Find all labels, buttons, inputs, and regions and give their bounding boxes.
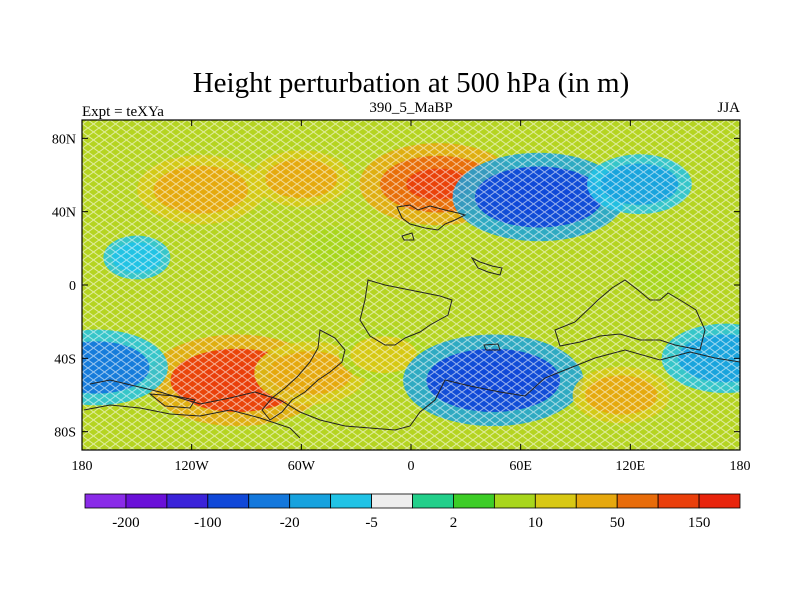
colorbar-box (371, 493, 413, 509)
colorbar-box (84, 493, 127, 509)
chart-title: Height perturbation at 500 hPa (in m) (193, 67, 630, 99)
coastline-south-america-tip (261, 329, 346, 421)
stipple-hatch (82, 120, 740, 450)
colorbar-box (534, 493, 577, 509)
x-tick-label: 60W (288, 459, 316, 474)
colorbar-box (289, 493, 332, 509)
coastline-north-africa-europe (396, 204, 467, 231)
colorbar-label: 2 (450, 515, 458, 531)
left-label: Expt = teXYa (82, 104, 164, 120)
coastline-arabia (470, 256, 503, 276)
colorbar-label: 150 (688, 515, 711, 531)
y-tick-label: 40S (54, 352, 76, 367)
colorbar-box (330, 493, 372, 509)
colorbar-label: -5 (365, 515, 378, 531)
coastline-west-africa (401, 232, 415, 241)
y-axis: 80N 40N 0 40S 80S (52, 132, 740, 441)
colorbar: -200 -100 -20 -5 2 10 50 150 (84, 493, 741, 531)
x-tick-label: 180 (730, 459, 751, 474)
colorbar-box (698, 493, 741, 509)
center-label: 390_5_MaBP (369, 100, 452, 116)
colorbar-label: -20 (280, 515, 300, 531)
y-tick-label: 40N (52, 206, 76, 221)
colorbar-box (207, 493, 250, 509)
colorbar-label: 10 (528, 515, 543, 531)
coastline-patch-southwest (148, 393, 196, 409)
y-tick-label: 80S (54, 426, 76, 441)
colorbar-label: -200 (112, 515, 140, 531)
colorbar-box (166, 493, 209, 509)
colorbar-box (575, 493, 618, 509)
colorbar-box (453, 493, 495, 509)
x-tick-label: 0 (408, 459, 415, 474)
colorbar-box (493, 493, 536, 509)
x-tick-label: 120E (616, 459, 646, 474)
y-tick-label: 80N (52, 132, 76, 147)
x-tick-label: 120W (175, 459, 210, 474)
x-tick-label: 60E (509, 459, 532, 474)
y-tick-label: 0 (69, 279, 76, 294)
colorbar-box (616, 493, 659, 509)
colorbar-box (412, 493, 454, 509)
colorbar-label: 50 (610, 515, 625, 531)
plot-area (82, 120, 740, 450)
colorbar-box (248, 493, 291, 509)
coastline-southern-ring (83, 404, 301, 439)
colorbar-box (125, 493, 168, 509)
coastline-africa-south (359, 279, 453, 346)
coastline-indian-island (483, 343, 501, 351)
continent-outlines (83, 204, 740, 439)
colorbar-label: -100 (194, 515, 222, 531)
coastline-australia (554, 279, 706, 351)
x-axis: 180 120W 60W 0 60E 120E 180 (72, 120, 751, 474)
right-label: JJA (717, 100, 740, 116)
x-tick-label: 180 (72, 459, 93, 474)
colorbar-box (657, 493, 700, 509)
